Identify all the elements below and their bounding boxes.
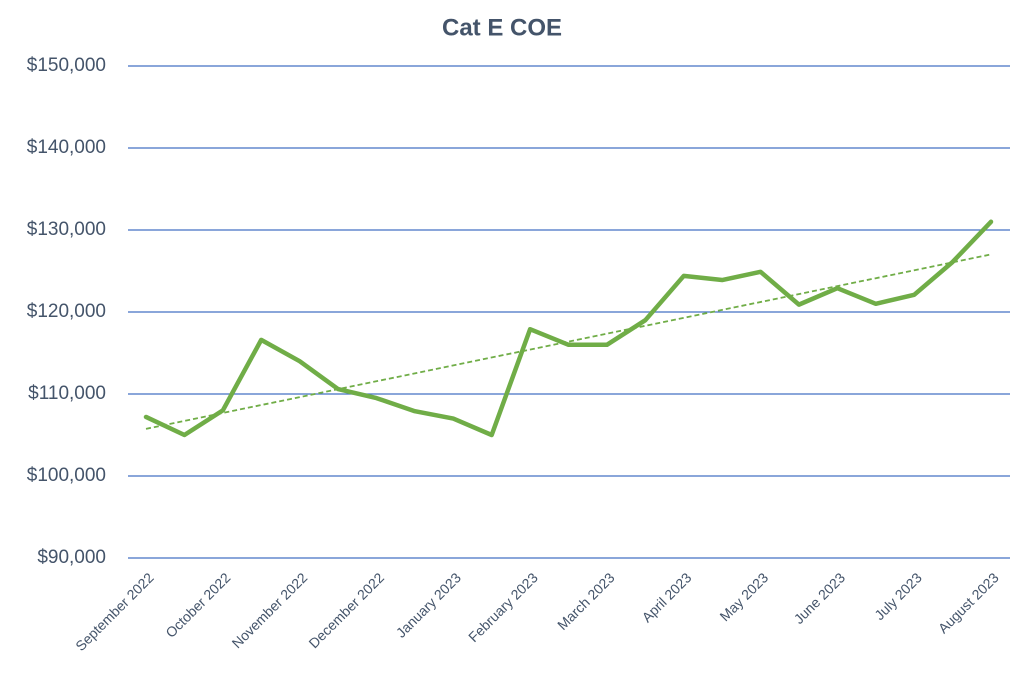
x-tick-label: September 2022 xyxy=(72,569,157,654)
x-tick-label: November 2022 xyxy=(229,569,311,651)
x-tick-label: December 2022 xyxy=(305,569,387,651)
series-line xyxy=(143,219,994,438)
x-tick-label: May 2023 xyxy=(716,569,771,624)
y-tick-label: $150,000 xyxy=(27,55,106,76)
y-tick-label: $110,000 xyxy=(28,383,106,404)
x-tick-label: August 2023 xyxy=(935,569,1002,636)
trendline xyxy=(145,253,992,430)
y-tick-label: $90,000 xyxy=(37,547,106,568)
x-tick-label: April 2023 xyxy=(639,569,695,625)
x-tick-label: January 2023 xyxy=(393,569,464,640)
y-tick-label: $120,000 xyxy=(27,301,106,322)
x-tick-label: March 2023 xyxy=(554,569,618,633)
x-tick-label: February 2023 xyxy=(465,569,541,645)
chart-title: Cat E COE xyxy=(442,14,562,41)
x-tick-label: October 2022 xyxy=(162,569,233,640)
y-tick-label: $100,000 xyxy=(27,465,106,486)
y-tick-label: $130,000 xyxy=(27,219,106,240)
y-tick-label: $140,000 xyxy=(27,137,106,158)
x-tick-label: June 2023 xyxy=(791,569,849,627)
x-tick-label: July 2023 xyxy=(871,569,925,623)
